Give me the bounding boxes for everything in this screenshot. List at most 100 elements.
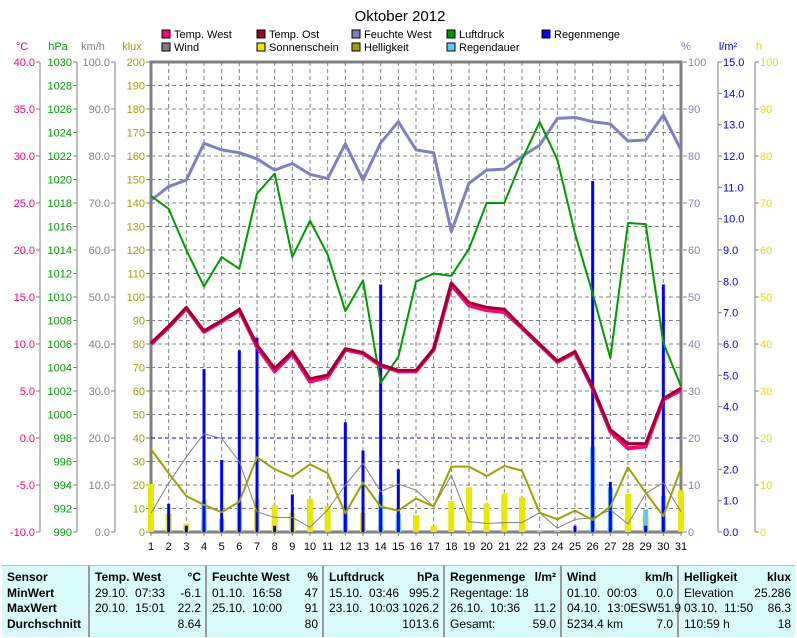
stats-cell-value: 995.2 [408, 585, 439, 600]
axis-tick-label-wind: 60.0 [89, 245, 110, 257]
axis-tick-label-rain: 13.0 [723, 120, 744, 132]
stats-cell-value: 80 [304, 616, 318, 631]
stats-cell-label: Regentage: 18 [450, 585, 529, 600]
bar-sonnenschein [448, 500, 455, 532]
axis-tick-label-lux: 40 [133, 433, 145, 445]
axis-tick-label-hum: 40 [688, 339, 700, 351]
x-tick-label: 20 [481, 541, 493, 553]
bar-sonnenschein [271, 505, 278, 532]
x-tick-label: 25 [569, 541, 581, 553]
x-tick-label: 30 [657, 541, 669, 553]
axis-tick-label-press: 1016 [48, 222, 72, 234]
axis-tick-label-press: 990 [54, 527, 72, 539]
axis-tick-label-hours: 70 [760, 198, 772, 210]
axis-tick-label-wind: 20.0 [89, 433, 110, 445]
legend: Temp. West Temp. Ost Feuchte West Luftdruck… [161, 29, 620, 54]
axis-tick-label-rain: 14.0 [723, 88, 744, 100]
stats-column-unit: klux [766, 570, 791, 584]
stats-cell-label: 20.10. 15:01 [95, 601, 166, 615]
stats-cell-value: -6.1 [180, 585, 201, 600]
stats-column-unit: °C [187, 570, 201, 584]
axis-tick-label-press: 1000 [48, 410, 72, 422]
x-tick-label: 6 [236, 541, 242, 553]
x-tick-label: 16 [410, 541, 422, 553]
stats-cell-value: 11.2 [533, 601, 556, 615]
axis-tick-label-rain: 9.0 [723, 245, 738, 257]
stats-cell-value: 22.2 [177, 601, 201, 615]
bar-sonnenschein [625, 493, 631, 532]
stats-cell-value: 1026.2 [402, 601, 439, 615]
stats-cell-label: 01.10. 16:58 [212, 585, 283, 600]
label-min: MinWert [7, 585, 55, 600]
stats-cell-value: 1013.6 [402, 616, 439, 631]
axis-tick-label-lux: 170 [127, 128, 145, 140]
axis-tick-label-rain: 0.0 [723, 527, 738, 539]
axis-tick-label-wind: 90.0 [89, 104, 110, 116]
axis-tick-label-press: 994 [54, 480, 72, 492]
stats-cell-value: 51.9 [657, 601, 682, 615]
axis-tick-label-temp: 0.0 [20, 433, 35, 445]
x-tick-label: 1 [148, 541, 154, 553]
axis-tick-label-hours: 0 [760, 527, 766, 539]
stats-cell-label: Elevation [684, 585, 734, 600]
bar-sonnenschein [413, 515, 419, 532]
axis-tick-label-wind: 0.0 [95, 527, 110, 539]
bar-regenmenge [661, 284, 665, 532]
axis-unit-press: hPa [48, 41, 68, 53]
legend-label: Helligkeit [364, 42, 409, 54]
axis-tick-label-press: 1026 [48, 104, 72, 116]
axis-tick-label-temp: 40.0 [14, 57, 35, 69]
stats-cell-value: 7.0 [656, 616, 673, 631]
stats-column-feuchte-west: Feuchte West% 01.10. 16:58 47 25.10. 10:00 9… [207, 566, 324, 637]
axis-tick-label-hours: 60 [760, 245, 772, 257]
bar-sonnenschein [501, 493, 508, 532]
stats-cell-value: 18 [777, 616, 791, 631]
stats-cell-value: 8.64 [177, 616, 201, 631]
axis-unit-temp: °C [16, 41, 28, 53]
stats-cell-label: 23.10. 10:03 [329, 601, 400, 615]
axis-tick-label-lux: 30 [133, 457, 145, 469]
legend-swatch [446, 29, 456, 39]
bar-regenmenge [184, 525, 188, 532]
stats-cell-label: 15.10. 03:46 [329, 585, 400, 600]
stats-column-unit: l/m² [534, 570, 556, 584]
axis-tick-label-wind: 30.0 [89, 386, 110, 398]
x-tick-label: 12 [339, 541, 351, 553]
axis-tick-label-rain: 15.0 [723, 57, 744, 69]
stats-cell-label: 29.10. 07:33 [95, 585, 166, 600]
axis-tick-label-rain: 7.0 [723, 308, 738, 320]
axis-tick-label-lux: 160 [127, 151, 145, 163]
axis-tick-label-press: 1004 [48, 363, 72, 375]
axis-tick-label-temp: 5.0 [20, 386, 35, 398]
stats-cell-value: 59.0 [532, 616, 556, 631]
x-tick-label: 19 [463, 541, 475, 553]
axis-tick-label-press: 1018 [48, 198, 72, 210]
axis-tick-label-temp: -5.0 [16, 480, 35, 492]
legend-label: Luftdruck [459, 29, 505, 41]
x-tick-label: 7 [254, 541, 260, 553]
axis-tick-label-lux: 150 [127, 175, 145, 187]
legend-label: Sonnenschein [269, 42, 339, 54]
axis-tick-label-lux: 110 [127, 269, 145, 281]
stats-cell-label: 110:59 h [684, 616, 730, 631]
x-tick-label: 27 [604, 541, 616, 553]
legend-swatch [351, 42, 361, 52]
legend-label: Regendauer [459, 42, 520, 54]
axis-tick-label-hum: 10 [688, 480, 700, 492]
axis-tick-label-rain: 3.0 [723, 433, 738, 445]
bar-sonnenschein [554, 531, 561, 532]
stats-cell-value: 91 [304, 601, 318, 615]
x-tick-label: 15 [392, 541, 404, 553]
weather-chart: Oktober 2012 Temp. West Temp. Ost Feuchte … [10, 8, 778, 553]
stats-cell-value: 86.3 [767, 601, 791, 615]
stats-column-title: Temp. West [95, 570, 162, 584]
bar-regenmenge [202, 369, 206, 532]
bar-regenmenge [591, 181, 595, 533]
axis-tick-label-rain: 10.0 [723, 214, 744, 226]
bar-regendauer [643, 509, 649, 532]
stats-column-title: Feuchte West [212, 570, 290, 584]
stats-cell-label: Gesamt: [450, 616, 496, 631]
axis-tick-label-lux: 80 [133, 339, 145, 351]
axis-tick-label-lux: 0 [139, 527, 145, 539]
axis-tick-label-temp: 15.0 [14, 292, 35, 304]
